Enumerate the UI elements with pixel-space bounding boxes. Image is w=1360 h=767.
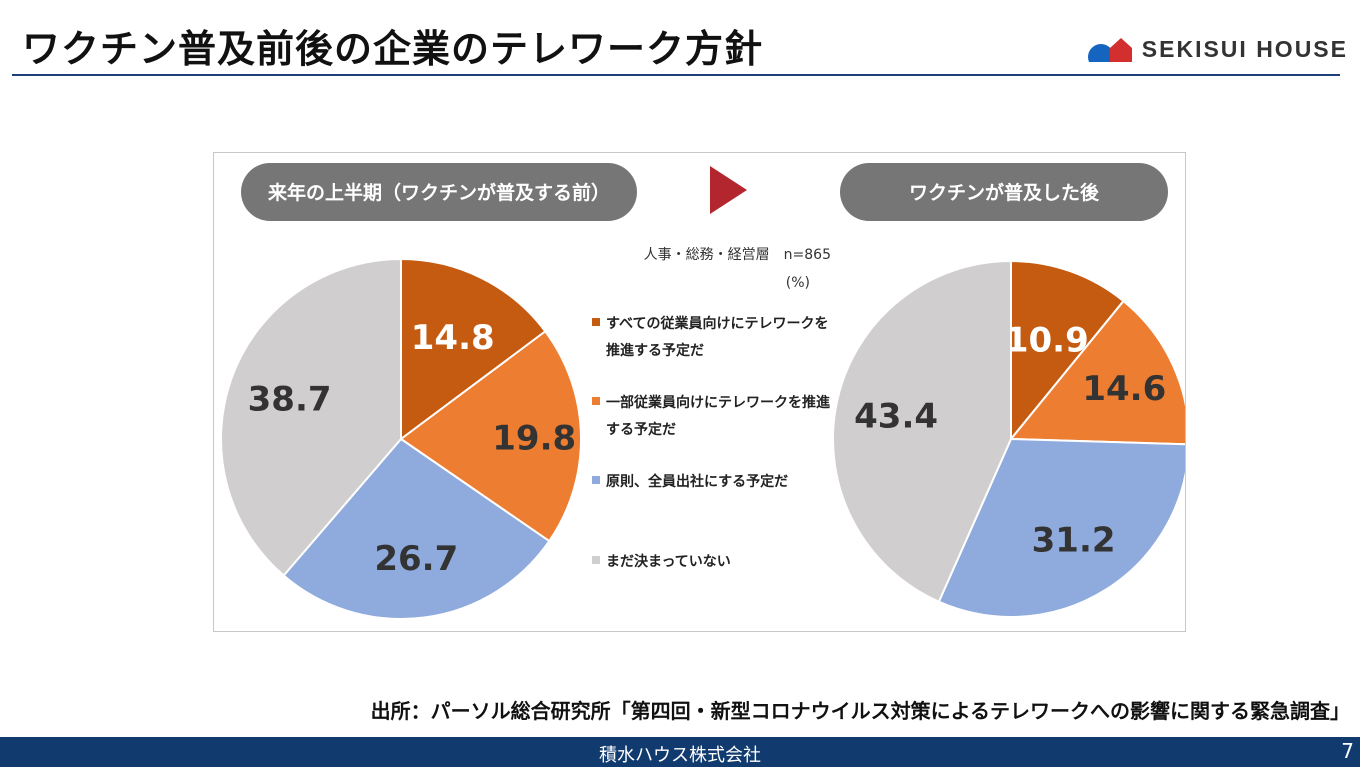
- logo-mark-icon: [1087, 38, 1132, 62]
- data-label-after-2: 14.6: [1082, 369, 1166, 409]
- data-label-before-4: 38.7: [248, 380, 332, 420]
- legend-label-4-line-1: まだ決まっていない: [606, 553, 731, 570]
- legend-swatch-2: [592, 397, 600, 405]
- legend-swatch-1: [592, 318, 600, 326]
- pie-slice-after-4: [832, 259, 1012, 604]
- data-label-after-4: 43.4: [854, 397, 938, 437]
- data-label-before-1: 14.8: [411, 318, 495, 358]
- pie-slice-before-2: [399, 329, 582, 543]
- pie-slice-before-1: [400, 257, 547, 441]
- legend-label-2-line-2: する予定だ: [606, 421, 676, 438]
- company-logo: SEKISUI HOUSE: [1086, 34, 1348, 64]
- pie-chart-before: 14.8 19.8 26.7 38.7: [220, 257, 582, 620]
- title-rule: [12, 74, 1340, 76]
- legend-swatch-4: [592, 556, 600, 564]
- arrow-icon: [710, 166, 747, 214]
- logo-text: SEKISUI HOUSE: [1141, 35, 1348, 62]
- footer-bar: 積水ハウス株式会社 7: [0, 737, 1360, 767]
- page-number: 7: [1341, 739, 1354, 763]
- legend-sample: 人事・総務・経営層 n=865: [644, 247, 831, 263]
- pie-slice-after-2: [1008, 299, 1185, 446]
- pie-slice-after-1: [1010, 259, 1125, 442]
- legend-label-1-line-1: すべての従業員向けにテレワークを: [606, 315, 828, 332]
- data-label-before-2: 19.8: [492, 419, 576, 459]
- pie-slice-before-4: [220, 257, 402, 577]
- data-label-after-3: 31.2: [1032, 520, 1116, 560]
- pill-after-label: ワクチンが普及した後: [909, 181, 1100, 204]
- pie-slice-before-3: [282, 437, 551, 620]
- data-label-before-3: 26.7: [374, 539, 458, 579]
- pill-before: [241, 163, 637, 221]
- data-label-after-1: 10.9: [1005, 320, 1089, 360]
- pie-slice-after-3: [937, 437, 1185, 618]
- legend-unit: (%): [786, 275, 810, 291]
- logo-blue-shape: [1087, 44, 1113, 62]
- pie-chart-after: 10.9 14.6 31.2 43.4: [832, 259, 1185, 618]
- page-title: ワクチン普及前後の企業のテレワーク方針: [22, 27, 764, 71]
- legend: すべての従業員向けにテレワークを推進する予定だ一部従業員向けにテレワークを推進す…: [592, 315, 830, 570]
- pill-before-label: 来年の上半期（ワクチンが普及する前）: [268, 181, 610, 204]
- legend-label-1-line-2: 推進する予定だ: [606, 342, 704, 359]
- legend-label-3-line-1: 原則、全員出社にする予定だ: [606, 473, 788, 490]
- logo-red-shape: [1109, 38, 1132, 62]
- source-note: 出所：パーソル総合研究所「第四回・新型コロナウイルス対策によるテレワークへの影響…: [370, 699, 1350, 723]
- footer-company: 積水ハウス株式会社: [599, 745, 761, 766]
- chart-panel: 来年の上半期（ワクチンが普及する前） ワクチンが普及した後 14.8 19.8 26…: [213, 152, 1186, 632]
- chart-svg: 来年の上半期（ワクチンが普及する前） ワクチンが普及した後 14.8 19.8 26…: [220, 163, 1185, 620]
- legend-swatch-3: [592, 476, 600, 484]
- pill-after: [840, 163, 1168, 221]
- legend-label-2-line-1: 一部従業員向けにテレワークを推進: [606, 394, 830, 411]
